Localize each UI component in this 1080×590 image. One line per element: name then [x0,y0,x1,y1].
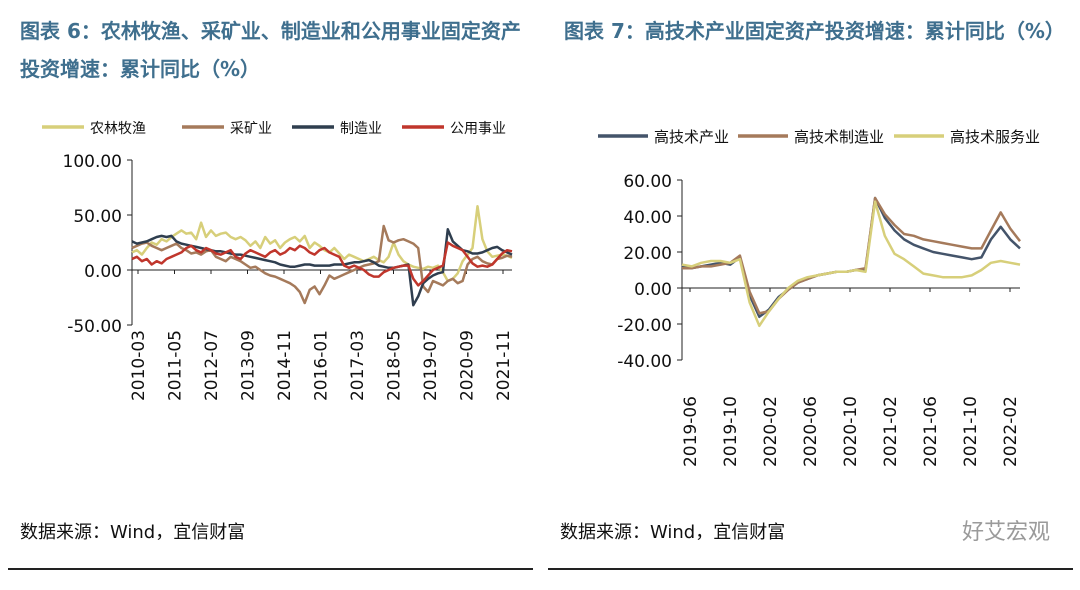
chart6-legend-label-0: 农林牧渔 [90,121,146,137]
chart6-y-tick-label-0: 100.00 [63,152,122,172]
chart6-x-tick-label-10: 2021-11 [494,330,514,401]
chart7-x-tick-label-5: 2021-02 [881,396,901,467]
chart6-series-line-2 [131,228,513,307]
chart7-y-tick-label-4: -20.00 [617,316,672,336]
chart7-y-tick-label-1: 40.00 [623,208,672,228]
chart7-title: 图表 7：高技术产业固定资产投资增速：累计同比（%） [564,19,1065,43]
right-panel: 图表 7：高技术产业固定资产投资增速：累计同比（%） 高技术产业 高技术制造业 高技… [540,0,1080,579]
chart7-y-tick-label-2: 20.00 [623,244,672,264]
chart6-x-tick-label-6: 2017-03 [348,330,368,401]
right-bottom-rule [548,568,1073,570]
chart6-x-tick-label-9: 2020-09 [458,330,478,401]
left-panel: 图表 6：农林牧渔、采矿业、制造业和公用事业固定资产投资增速：累计同比（%） 农… [0,0,540,579]
chart6-x-tick-label-0: 2010-03 [129,330,149,401]
left-bottom-rule [8,568,533,570]
chart7-series-line-1 [682,196,1021,315]
chart7-x-tick-label-6: 2021-06 [921,396,941,467]
chart6-x-tick-label-7: 2018-05 [385,330,405,401]
chart6-legend-label-3: 公用事业 [450,121,506,137]
chart7-y-tick-label-3: 0.00 [634,280,672,300]
chart6-y-tick-label-3: -50.00 [67,317,122,337]
chart7-x-tick-label-2: 2020-02 [761,396,781,467]
chart6-legend-label-2: 制造业 [340,121,382,137]
chart7-x-tick-label-8: 2022-02 [1001,396,1021,467]
chart7-x-tick-label-4: 2020-10 [841,396,861,467]
chart7-series-line-0 [681,196,1021,319]
chart6-svg: 农林牧渔 采矿业 制造业 公用事业 100.00 50.00 0.00 -50.00 2010-… [42,121,514,401]
chart6-legend-label-1: 采矿业 [230,121,272,137]
chart7-x-tick-label-1: 2019-10 [721,396,741,467]
chart7-legend-label-1: 高技术制造业 [794,128,884,146]
chart6-x-tick-label-4: 2014-11 [275,330,295,401]
chart6-x-tick-label-2: 2012-07 [202,330,222,401]
chart6-series-line-1 [131,224,513,305]
chart6-x-tick-label-1: 2011-05 [166,330,186,401]
chart6-title: 图表 6：农林牧渔、采矿业、制造业和公用事业固定资产投资增速：累计同比（%） [20,19,521,81]
chart6-y-tick-label-1: 50.00 [73,207,122,227]
chart7-legend-label-0: 高技术产业 [654,128,729,146]
chart7-x-tick-label-7: 2021-10 [961,396,981,467]
chart6-x-tick-label-3: 2013-09 [239,330,259,401]
chart6-x-tick-label-5: 2016-01 [312,330,332,401]
chart7-y-tick-label-0: 60.00 [623,172,672,192]
chart7-series-line-2 [681,200,1021,328]
chart7-source: 数据来源：Wind，宜信财富 [560,522,786,543]
chart6-series-line-3 [131,241,513,287]
chart7-svg: 高技术产业 高技术制造业 高技术服务业 60.00 40.00 20.00 0.00 -20.… [598,128,1040,467]
watermark-text: 好艾宏观 [961,520,1050,545]
chart7-y-tick-label-5: -40.00 [617,352,672,372]
chart7-legend-label-2: 高技术服务业 [950,128,1040,146]
chart6-source: 数据来源：Wind，宜信财富 [20,522,246,543]
chart6-x-tick-label-8: 2019-07 [421,330,441,401]
chart6-y-tick-label-2: 0.00 [84,262,122,282]
chart7-x-tick-label-0: 2019-06 [681,396,701,467]
chart7-x-tick-label-3: 2020-06 [801,396,821,467]
